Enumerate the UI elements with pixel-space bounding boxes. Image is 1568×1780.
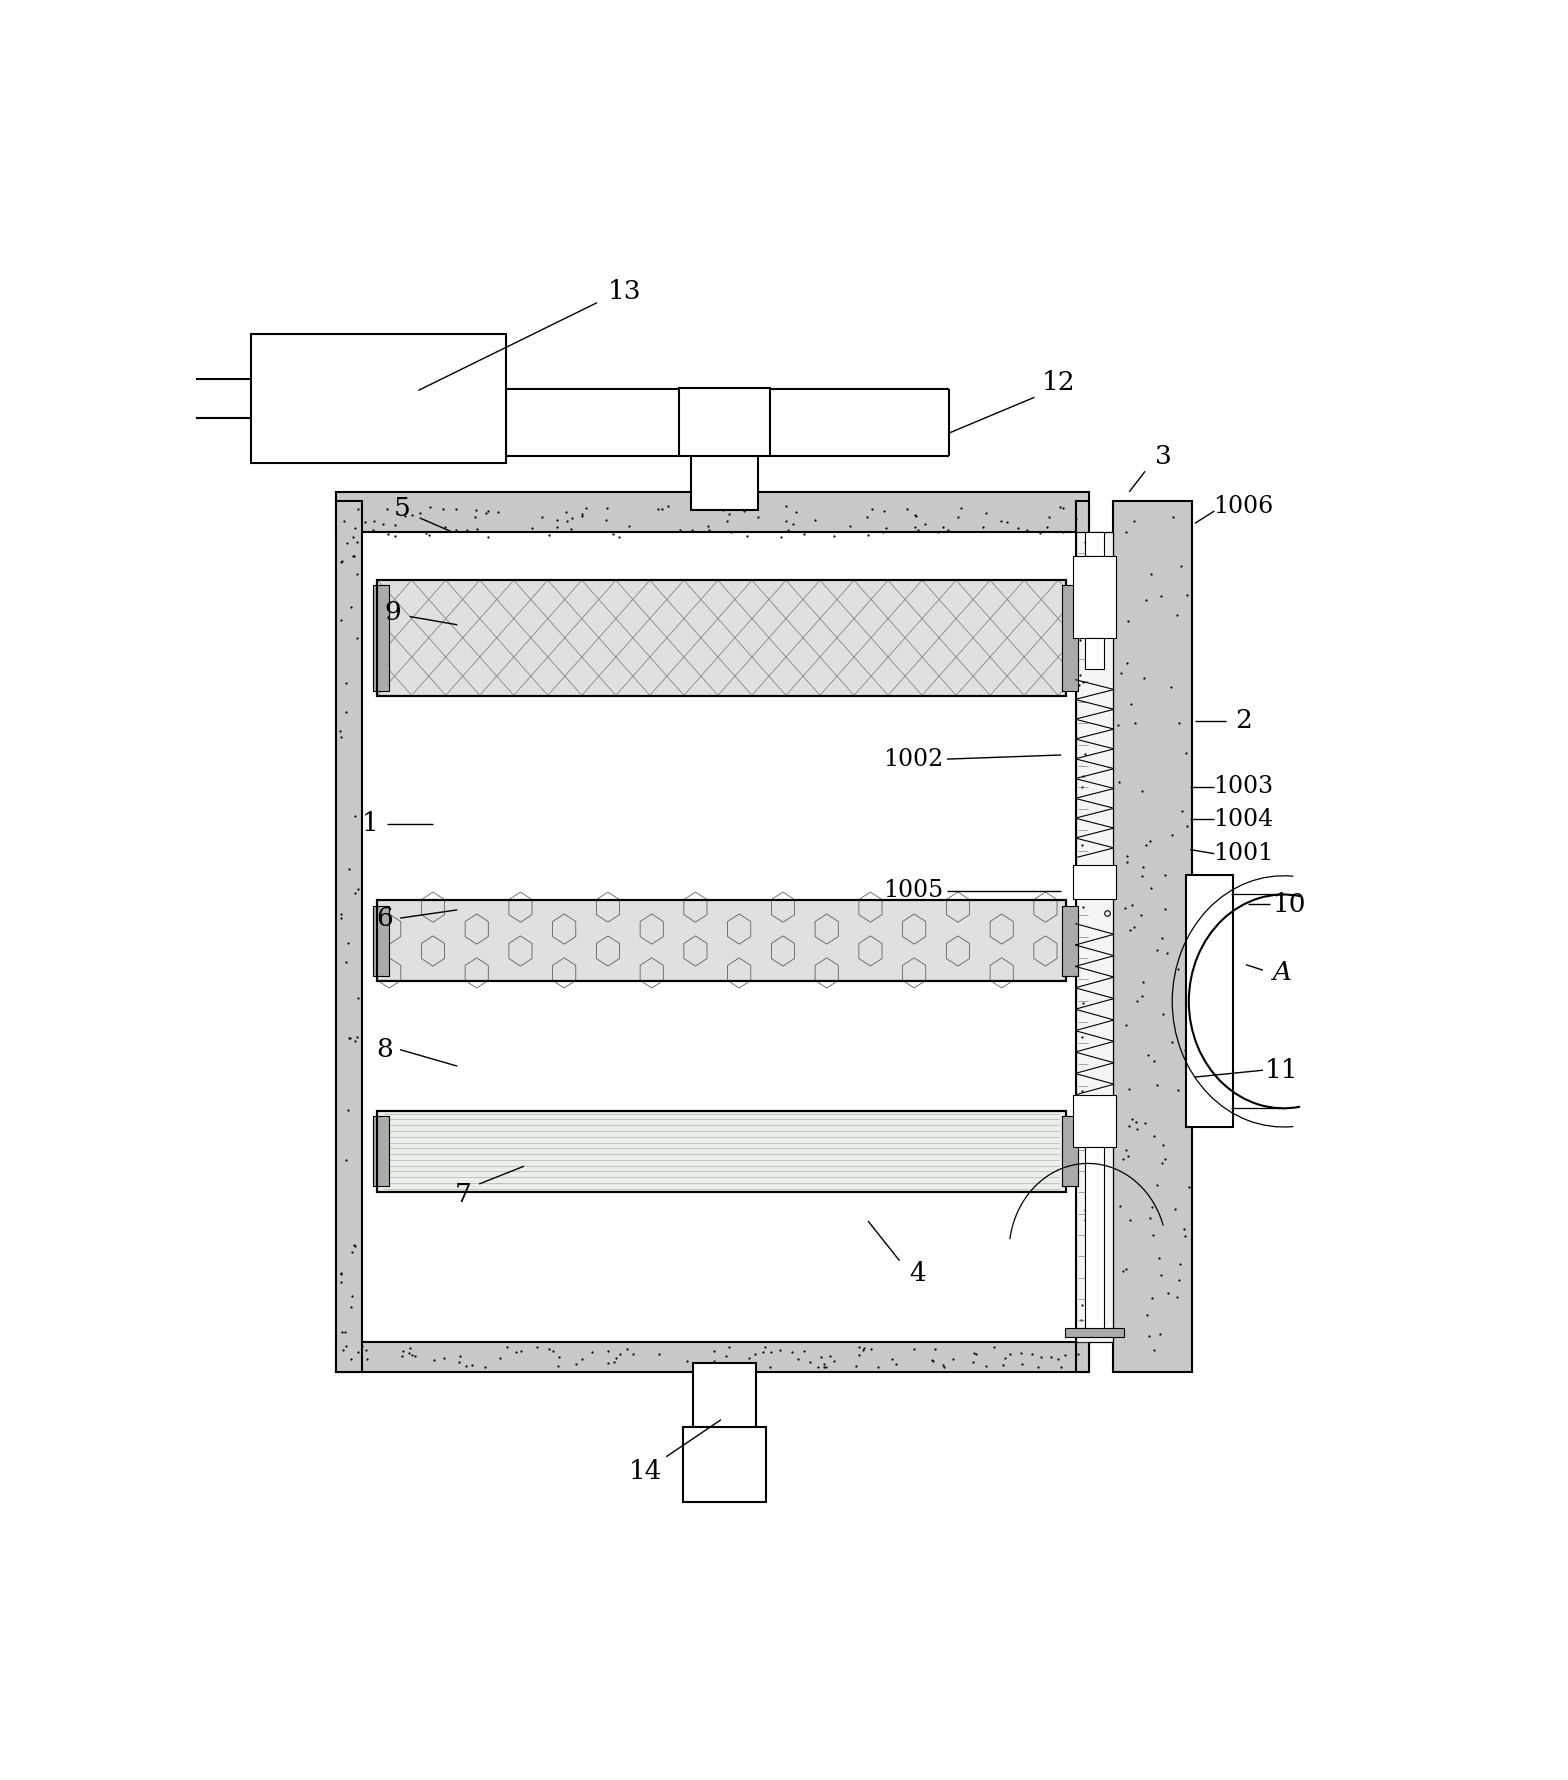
Bar xyxy=(336,502,362,1372)
Bar xyxy=(336,493,1090,532)
Text: A: A xyxy=(1272,961,1290,986)
Bar xyxy=(1085,639,1104,669)
Text: 13: 13 xyxy=(608,279,641,304)
Text: 9: 9 xyxy=(384,600,401,625)
Bar xyxy=(1065,1328,1124,1337)
Bar xyxy=(376,901,1066,981)
Bar xyxy=(1063,906,1079,975)
Bar xyxy=(376,580,1066,696)
Bar xyxy=(376,1111,1066,1193)
Bar xyxy=(1085,532,1104,555)
Text: 4: 4 xyxy=(909,1260,927,1285)
Text: 12: 12 xyxy=(1043,370,1076,395)
Text: 1006: 1006 xyxy=(1214,495,1273,518)
Bar xyxy=(376,580,1066,696)
Bar xyxy=(1074,555,1116,639)
Bar xyxy=(362,532,1076,1342)
Text: 5: 5 xyxy=(394,497,411,522)
Bar xyxy=(1085,1146,1104,1331)
Text: 10: 10 xyxy=(1273,892,1306,917)
Bar xyxy=(251,335,506,463)
Bar xyxy=(376,901,1066,981)
Bar xyxy=(373,1116,389,1185)
Bar xyxy=(1076,532,1113,1342)
Text: 1005: 1005 xyxy=(883,879,942,902)
Text: 1002: 1002 xyxy=(883,748,942,771)
Bar xyxy=(373,906,389,975)
Text: 14: 14 xyxy=(629,1460,662,1485)
Bar xyxy=(679,388,770,456)
Bar xyxy=(336,1342,1090,1372)
Text: 1003: 1003 xyxy=(1214,774,1273,797)
Text: 2: 2 xyxy=(1236,708,1251,733)
Bar xyxy=(373,586,389,691)
Bar xyxy=(1187,876,1232,1127)
Bar xyxy=(1074,865,1116,899)
Bar xyxy=(376,1111,1066,1193)
Bar xyxy=(684,1426,765,1502)
Text: 6: 6 xyxy=(376,906,392,931)
Bar xyxy=(1113,502,1192,1372)
Text: 1: 1 xyxy=(361,812,378,837)
Text: 1001: 1001 xyxy=(1214,842,1273,865)
Text: 3: 3 xyxy=(1156,443,1171,468)
Bar xyxy=(693,1363,756,1431)
Bar xyxy=(1063,1116,1079,1185)
Bar xyxy=(1076,502,1090,1372)
Bar xyxy=(1074,1095,1116,1146)
Text: 11: 11 xyxy=(1264,1057,1298,1082)
Bar xyxy=(1063,586,1079,691)
Text: 1004: 1004 xyxy=(1214,808,1273,831)
Text: 8: 8 xyxy=(376,1038,392,1063)
Bar xyxy=(691,443,757,511)
Text: 7: 7 xyxy=(455,1182,472,1207)
